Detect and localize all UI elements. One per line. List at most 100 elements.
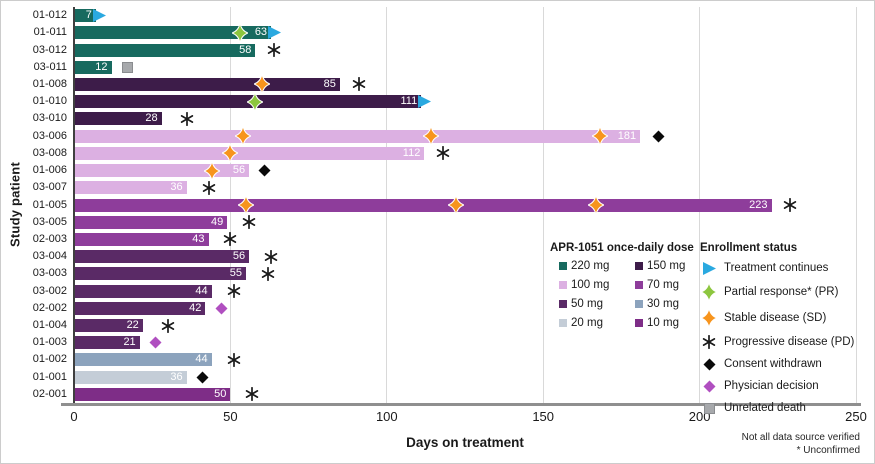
dose-swatch-icon [635, 300, 643, 308]
dose-legend-item: 20 mg [559, 317, 625, 329]
treatment-bar: 12 [74, 60, 112, 74]
treatment-bar: 36 [74, 370, 187, 384]
dose-legend-item: 70 mg [635, 279, 694, 291]
marker-continues-icon [417, 94, 432, 109]
dose-label: 220 mg [571, 260, 610, 272]
status-asterisk-icon [700, 335, 718, 349]
marker-pr-icon [231, 22, 248, 43]
dose-legend-item: 150 mg [635, 260, 694, 272]
patient-label: 01-003 [32, 336, 67, 349]
x-tick-label: 0 [70, 409, 78, 424]
treatment-bar: 223 [74, 198, 772, 212]
marker-continues-icon [267, 25, 282, 40]
status-label: Treatment continues [724, 262, 829, 274]
status-label: Unrelated death [724, 402, 806, 414]
marker-sd-icon [447, 195, 464, 215]
marker-pd-icon [227, 352, 241, 367]
status-legend: Enrollment status Treatment continues Par… [700, 242, 854, 416]
patient-label: 02-003 [32, 232, 67, 245]
bar-value-label: 223 [749, 198, 768, 211]
marker-sd-icon [203, 160, 220, 181]
patient-label: 03-004 [32, 250, 67, 263]
patient-label: 01-002 [32, 353, 67, 366]
status-label: Partial response* (PR) [724, 286, 839, 298]
marker-sd-icon [588, 195, 605, 215]
marker-pd-icon [436, 146, 450, 161]
marker-sd-icon [422, 126, 439, 147]
patient-label: 01-008 [32, 77, 67, 90]
status-legend-item: Treatment continues [700, 260, 854, 276]
dose-swatch-icon [635, 281, 643, 289]
patient-label: 03-006 [32, 129, 67, 142]
dose-label: 50 mg [571, 298, 603, 310]
bar-value-label: 28 [145, 112, 158, 125]
dose-label: 150 mg [647, 260, 686, 272]
treatment-bar: 7 [74, 9, 96, 23]
treatment-bar: 36 [74, 181, 187, 195]
x-tick-label: 250 [845, 409, 867, 424]
dose-label: 100 mg [571, 279, 610, 291]
patient-label: 01-006 [32, 164, 67, 177]
bar-value-label: 58 [239, 43, 252, 56]
marker-pd-icon [223, 232, 237, 247]
bar-value-label: 181 [617, 129, 637, 142]
treatment-bar: 50 [74, 387, 231, 401]
status-arrow-right-icon [700, 261, 718, 276]
marker-sd-icon [591, 126, 608, 147]
dose-swatch-icon [635, 319, 643, 327]
dose-swatch-icon [635, 262, 643, 270]
treatment-bar: 63 [74, 26, 272, 40]
x-tick-label: 100 [375, 409, 398, 424]
status-legend-title: Enrollment status [700, 242, 798, 254]
dose-swatch-icon [559, 262, 567, 270]
marker-sd-icon [234, 126, 251, 147]
status-legend-item: Progressive disease (PD) [700, 334, 854, 350]
bar-value-label: 56 [232, 250, 246, 263]
patient-label: 03-010 [32, 112, 67, 125]
status-legend-item: Unrelated death [700, 400, 854, 416]
patient-label: 03-005 [32, 215, 67, 228]
status-label: Stable disease (SD) [724, 312, 827, 324]
bar-value-label: 111 [400, 95, 418, 108]
treatment-bar: 28 [74, 112, 162, 126]
footnote: Not all data source verified * Unconfirm… [742, 431, 860, 457]
marker-withdrawn-icon [652, 130, 665, 143]
marker-pd-icon [161, 318, 175, 333]
patient-label: 01-001 [32, 370, 67, 383]
status-label: Physician decision [724, 380, 819, 392]
bar-value-label: 56 [232, 164, 246, 177]
marker-sd-icon [238, 195, 255, 215]
patient-label: 03-011 [33, 60, 67, 73]
status-legend-item: Stable disease (SD) [700, 308, 854, 328]
treatment-bar: 42 [74, 301, 206, 315]
patient-label: 01-012 [32, 9, 67, 22]
patient-label: 03-002 [32, 284, 67, 297]
dose-swatch-icon [559, 281, 567, 289]
bar-value-label: 55 [229, 267, 243, 280]
marker-withdrawn-icon [258, 164, 271, 177]
marker-continues-icon [92, 8, 107, 23]
dose-label: 70 mg [647, 279, 679, 291]
treatment-bar: 56 [74, 250, 250, 264]
marker-pd-icon [180, 111, 194, 126]
bar-value-label: 50 [214, 387, 227, 400]
marker-pd-icon [783, 198, 797, 212]
dose-label: 30 mg [647, 298, 679, 310]
status-legend-item: Consent withdrawn [700, 356, 854, 372]
marker-pd-icon [227, 284, 241, 299]
marker-pd-icon [242, 215, 256, 230]
treatment-bar: 56 [74, 164, 250, 178]
marker-pd-icon [261, 266, 275, 281]
x-axis-title: Days on treatment [406, 435, 524, 450]
treatment-bar: 85 [74, 77, 340, 91]
bar-value-label: 36 [170, 181, 183, 194]
plot-area: 7 63 58 12 85 111 28 181 112 56 36 223 49 43 56 55 44 42 2… [74, 7, 857, 403]
patient-label: 03-012 [32, 43, 67, 56]
marker-pd-icon [352, 77, 366, 92]
status-diamond-icon [700, 380, 718, 393]
marker-pd-icon [202, 180, 216, 195]
bar-value-label: 112 [402, 146, 421, 159]
dose-legend-item: 10 mg [635, 317, 694, 329]
dose-swatch-icon [559, 300, 567, 308]
